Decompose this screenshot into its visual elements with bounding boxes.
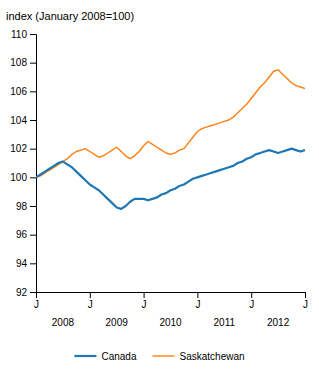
- y-tick-label: 100: [10, 172, 27, 183]
- y-tick-label: 110: [11, 29, 27, 40]
- year-label: 2010: [159, 317, 182, 328]
- y-tick-label: 98: [16, 201, 28, 212]
- y-tick-label: 108: [10, 57, 27, 68]
- x-tick-mark: [197, 292, 198, 298]
- legend: Canada Saskatchewan: [74, 351, 244, 362]
- y-tick-label: 102: [10, 143, 27, 154]
- x-tick-label: J: [34, 299, 39, 310]
- legend-label: Saskatchewan: [179, 351, 244, 362]
- series-line: [36, 70, 305, 177]
- x-tick: J: [249, 292, 254, 310]
- y-tick: 104: [10, 115, 36, 126]
- y-tick-mark: [30, 263, 36, 264]
- y-tick: 100: [10, 172, 36, 183]
- annotations: 2008 2009 2010 2011 2012: [52, 317, 290, 328]
- x-tick-mark: [36, 292, 37, 298]
- y-tick-mark: [30, 34, 36, 35]
- x-tick: J: [195, 292, 200, 310]
- x-axis-line: [37, 293, 306, 299]
- y-axis: 92 94 96 98 100 102 104 106 108 110: [10, 29, 36, 298]
- y-tick-mark: [30, 91, 36, 92]
- x-axis: JJJJJJ: [34, 292, 308, 310]
- year-label: 2009: [106, 317, 129, 328]
- y-tick-label: 94: [16, 258, 28, 269]
- x-tick-mark: [305, 292, 306, 298]
- legend-item: Saskatchewan: [152, 351, 244, 362]
- x-tick-label: J: [88, 299, 93, 310]
- y-tick: 92: [16, 287, 36, 298]
- legend-item: Canada: [74, 351, 136, 362]
- y-tick-mark: [30, 120, 36, 121]
- y-tick-mark: [30, 206, 36, 207]
- y-tick: 110: [11, 29, 36, 40]
- y-tick-mark: [30, 149, 36, 150]
- x-tick: J: [303, 292, 308, 310]
- x-tick: J: [142, 292, 147, 310]
- y-tick: 94: [16, 258, 36, 269]
- y-tick-mark: [30, 235, 36, 236]
- y-tick: 96: [16, 229, 36, 240]
- y-tick: 98: [16, 201, 36, 212]
- chart: index (January 2008=100) 92 94 96 98 100 102 10…: [0, 0, 319, 372]
- legend-label: Canada: [101, 351, 136, 362]
- y-tick: 106: [10, 86, 36, 97]
- y-tick: 108: [10, 57, 36, 68]
- year-label: 2012: [267, 317, 290, 328]
- y-tick-label: 104: [10, 115, 27, 126]
- y-axis-line: [30, 35, 37, 293]
- x-tick-label: J: [303, 299, 308, 310]
- legend-swatch: [152, 355, 174, 356]
- series-line: [36, 149, 305, 209]
- y-tick-label: 92: [16, 287, 28, 298]
- y-tick: 102: [10, 143, 36, 154]
- x-tick-mark: [251, 292, 252, 298]
- plot: 92 94 96 98 100 102 104 106 108 110 J J J J J J 2008 2009…: [10, 29, 308, 328]
- y-tick-label: 106: [10, 86, 27, 97]
- x-tick-label: J: [249, 299, 254, 310]
- y-tick-label: 96: [16, 229, 28, 240]
- x-tick: J: [88, 292, 93, 310]
- y-tick-mark: [30, 63, 36, 64]
- x-tick-label: J: [195, 299, 200, 310]
- x-tick-mark: [90, 292, 91, 298]
- year-label: 2008: [52, 317, 75, 328]
- lines: [36, 70, 305, 209]
- year-label: 2011: [214, 317, 236, 328]
- x-tick-mark: [144, 292, 145, 298]
- title: index (January 2008=100): [6, 10, 134, 22]
- x-tick-label: J: [142, 299, 147, 310]
- y-tick-mark: [30, 177, 36, 178]
- legend-swatch: [74, 355, 96, 357]
- x-tick: J: [34, 292, 39, 310]
- y-tick-mark: [30, 292, 36, 293]
